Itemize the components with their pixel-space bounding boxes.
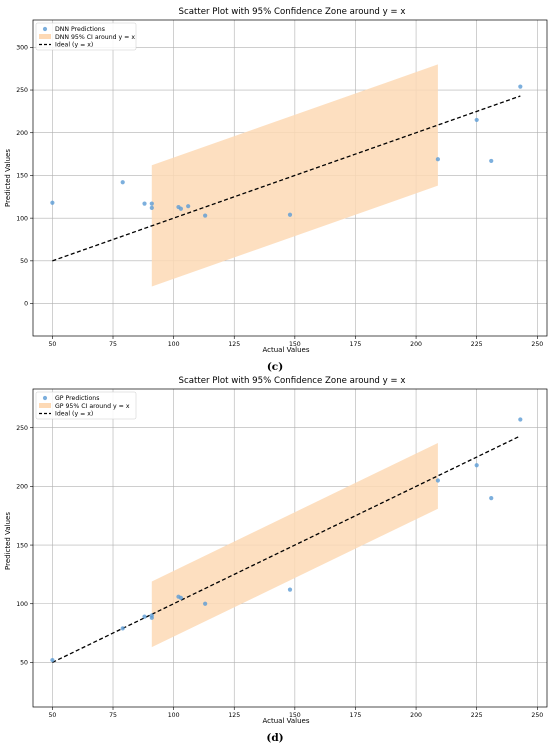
- x-tick-label: 75: [109, 341, 117, 348]
- data-point: [178, 206, 183, 211]
- data-point: [149, 205, 154, 210]
- data-point: [142, 201, 147, 206]
- legend-marker-band: [39, 403, 51, 408]
- x-axis-label-d: Actual Values: [262, 717, 309, 725]
- y-axis-label-d: Predicted Values: [4, 512, 12, 570]
- x-tick-label: 225: [471, 712, 483, 719]
- y-tick-label: 100: [16, 601, 28, 608]
- y-tick-label: 150: [16, 542, 28, 549]
- legend-label-points: GP Predictions: [55, 395, 99, 402]
- x-tick-label: 200: [410, 712, 422, 719]
- data-point: [203, 213, 208, 218]
- y-axis-label-c: Predicted Values: [4, 149, 12, 207]
- data-point: [435, 157, 440, 162]
- x-tick-label: 150: [289, 341, 301, 348]
- data-point: [489, 158, 494, 164]
- y-tick-label: 50: [20, 258, 28, 265]
- x-tick-label: 125: [228, 341, 240, 348]
- x-tick-label: 225: [471, 341, 483, 348]
- data-point: [142, 614, 147, 619]
- legend-label-ideal: Ideal (y = x): [55, 410, 93, 417]
- data-point: [50, 200, 55, 205]
- x-tick-label: 175: [350, 712, 362, 719]
- y-tick-label: 100: [16, 215, 28, 222]
- data-point: [120, 180, 125, 185]
- legend-label-band: DNN 95% CI around y = x: [55, 34, 135, 41]
- y-tick-label: 250: [16, 87, 28, 94]
- data-point: [474, 117, 479, 123]
- data-point: [435, 478, 440, 483]
- plot-frame: [32, 19, 548, 337]
- legend-marker-band: [39, 34, 51, 39]
- panel-caption-c: (c): [267, 361, 283, 373]
- panel-caption-d: (d): [266, 732, 283, 744]
- x-tick-label: 200: [410, 341, 422, 348]
- data-point: [518, 84, 523, 89]
- plot-area-d: 50 75 100 125 150 175 200 225 250 50 100 150 200 250 G…: [16, 388, 548, 719]
- data-point: [149, 201, 154, 206]
- legend-box: [35, 22, 137, 51]
- scatter-panel-c: Scatter Plot with 95% Confidence Zone ar…: [4, 7, 548, 373]
- x-tick-label: 75: [109, 712, 117, 719]
- legend-label-ideal: Ideal (y = x): [55, 41, 93, 48]
- x-tick-label: 250: [531, 341, 543, 348]
- scatter-panel-d: Scatter Plot with 95% Confidence Zone ar…: [4, 376, 548, 744]
- legend-marker-points: [42, 395, 48, 401]
- y-tick-label: 200: [16, 130, 28, 137]
- x-tick-label: 175: [350, 341, 362, 348]
- data-point: [518, 417, 523, 422]
- x-tick-label: 50: [48, 712, 56, 719]
- chart-title-d: Scatter Plot with 95% Confidence Zone ar…: [179, 376, 406, 386]
- legend-marker-points: [42, 26, 48, 32]
- plot-area-c: 50 75 100 125 150 175 200 225 250 0 50 100 150 200 250…: [16, 19, 548, 348]
- data-point: [474, 463, 479, 468]
- x-tick-label: 50: [48, 341, 56, 348]
- plot-frame: [32, 388, 548, 708]
- y-tick-label: 50: [20, 660, 28, 667]
- data-point: [186, 204, 191, 209]
- x-tick-label: 150: [289, 712, 301, 719]
- data-point: [287, 587, 293, 592]
- chart-title-c: Scatter Plot with 95% Confidence Zone ar…: [179, 7, 406, 17]
- x-axis-label-c: Actual Values: [262, 346, 309, 354]
- ideal-line: [52, 95, 521, 262]
- legend-box: [35, 391, 137, 420]
- data-point: [287, 212, 293, 217]
- x-tick-label: 125: [228, 712, 240, 719]
- legend-label-points: DNN Predictions: [55, 26, 105, 33]
- y-tick-label: 300: [16, 45, 28, 52]
- legend-label-band: GP 95% CI around y = x: [55, 403, 130, 410]
- y-tick-label: 200: [16, 484, 28, 491]
- ideal-line: [52, 435, 521, 663]
- y-tick-label: 0: [24, 301, 28, 308]
- data-point: [178, 595, 183, 600]
- x-tick-label: 250: [531, 712, 543, 719]
- data-point: [50, 657, 55, 663]
- data-point: [120, 626, 125, 631]
- data-point: [489, 496, 494, 501]
- data-point: [203, 601, 208, 606]
- y-tick-label: 150: [16, 173, 28, 180]
- data-point: [149, 613, 154, 618]
- y-tick-label: 250: [16, 425, 28, 432]
- x-tick-label: 100: [168, 712, 180, 719]
- x-tick-label: 100: [168, 341, 180, 348]
